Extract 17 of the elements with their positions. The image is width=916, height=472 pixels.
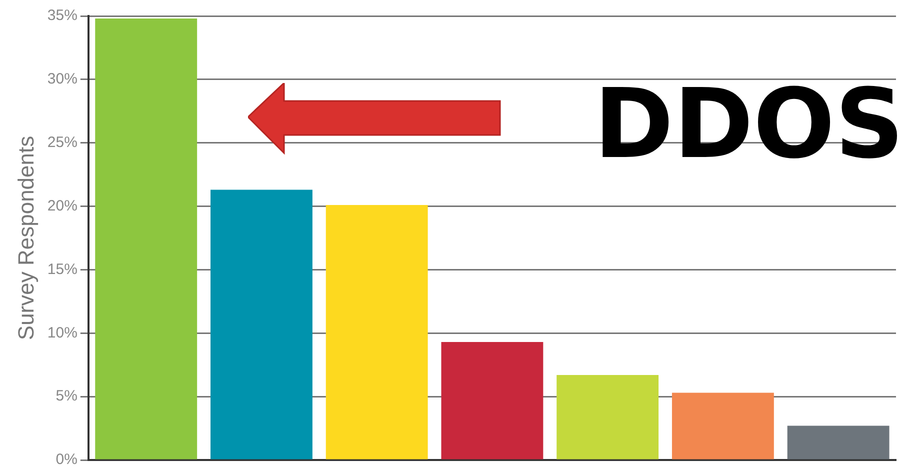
bar bbox=[672, 392, 774, 460]
bar bbox=[787, 426, 890, 460]
y-tick-label: 20% bbox=[47, 197, 78, 214]
bar bbox=[441, 342, 544, 460]
y-tick-label: 15% bbox=[47, 260, 78, 278]
y-axis-title: Survey Respondents bbox=[13, 136, 38, 340]
bar bbox=[326, 205, 428, 460]
bar bbox=[95, 18, 198, 460]
bar bbox=[556, 375, 659, 460]
bar bbox=[210, 190, 312, 460]
y-tick-label: 25% bbox=[47, 134, 78, 151]
annotation: DDOS bbox=[594, 68, 904, 180]
y-tick-label: 10% bbox=[47, 324, 78, 342]
y-tick-label: 35% bbox=[47, 7, 78, 24]
y-tick-label: 5% bbox=[56, 388, 78, 405]
y-tick-label: 30% bbox=[47, 70, 78, 88]
y-tick-label: 0% bbox=[56, 451, 78, 468]
